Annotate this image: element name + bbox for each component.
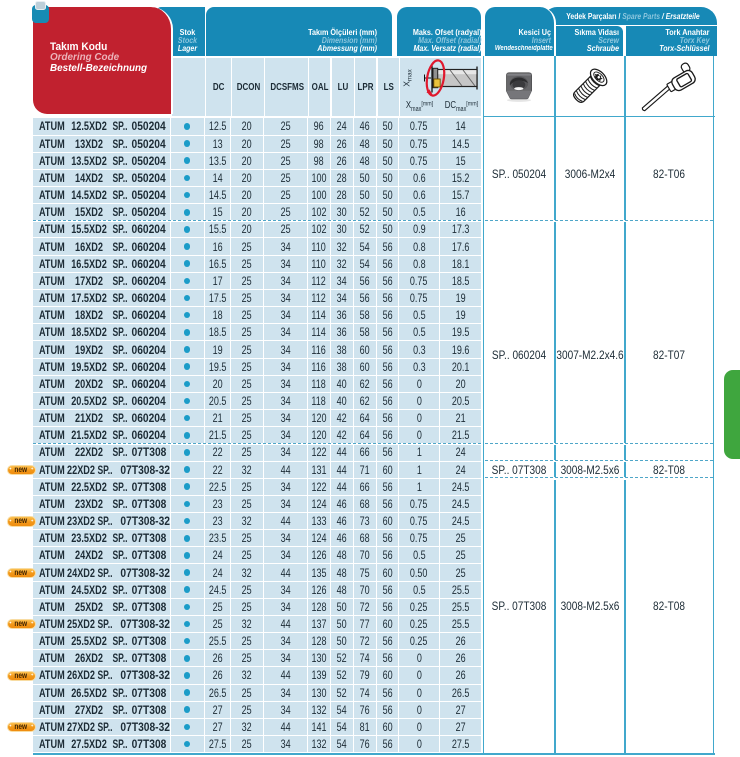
svg-text:Xmax: Xmax — [402, 68, 414, 86]
